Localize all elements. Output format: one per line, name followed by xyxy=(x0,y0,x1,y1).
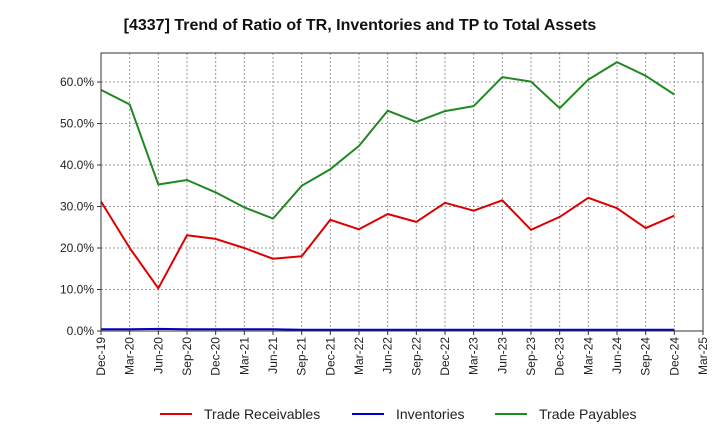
series-line-trade-receivables xyxy=(100,196,675,290)
x-tick-label: Jun-22 xyxy=(381,337,395,374)
y-tick-label: 60.0% xyxy=(60,75,94,89)
legend-label-inventories: Inventories xyxy=(396,406,464,422)
grid-layer xyxy=(101,53,703,331)
series-line-trade-payables xyxy=(100,61,675,220)
x-tick-label: Jun-20 xyxy=(151,337,165,374)
x-tick-label: Dec-19 xyxy=(94,337,108,376)
series-line-inventories xyxy=(101,327,675,331)
x-tick-label: Jun-23 xyxy=(495,337,509,374)
x-tick-label: Dec-22 xyxy=(438,337,452,376)
x-tick-label: Sep-24 xyxy=(639,337,653,376)
x-tick-label: Jun-24 xyxy=(610,337,624,374)
x-tick-label: Dec-21 xyxy=(323,337,337,376)
y-tick-label: 50.0% xyxy=(60,117,94,131)
y-tick-label: 0.0% xyxy=(67,324,95,338)
chart-title: [4337] Trend of Ratio of TR, Inventories… xyxy=(124,17,597,34)
y-tick-label: 20.0% xyxy=(60,241,94,255)
x-tick-label: Mar-21 xyxy=(237,337,251,375)
y-axis: 0.0% 10.0% 20.0% 30.0% 40.0% 50.0% 60.0% xyxy=(60,75,101,338)
x-tick-label: Sep-21 xyxy=(295,337,309,376)
x-axis: Dec-19 Mar-20 Jun-20 Sep-20 Dec-20 Mar-21 Jun-… xyxy=(94,331,710,376)
series-layer xyxy=(100,61,675,331)
y-tick-label: 40.0% xyxy=(60,158,94,172)
legend: Trade Receivables Inventories Trade Payabl… xyxy=(160,406,637,422)
legend-label-trade-payables: Trade Payables xyxy=(539,406,637,422)
x-tick-label: Dec-23 xyxy=(553,337,567,376)
x-tick-label: Mar-25 xyxy=(696,337,710,375)
legend-label-trade-receivables: Trade Receivables xyxy=(204,406,320,422)
x-tick-label: Sep-22 xyxy=(409,337,423,376)
x-tick-label: Dec-24 xyxy=(667,337,681,376)
y-tick-label: 10.0% xyxy=(60,283,94,297)
x-tick-label: Jun-21 xyxy=(266,337,280,374)
x-tick-label: Mar-22 xyxy=(352,337,366,375)
plot-frame xyxy=(100,52,704,332)
x-tick-label: Sep-23 xyxy=(524,337,538,376)
x-tick-label: Mar-24 xyxy=(581,337,595,375)
x-tick-label: Dec-20 xyxy=(209,337,223,376)
x-tick-label: Sep-20 xyxy=(180,337,194,376)
x-tick-label: Mar-20 xyxy=(123,337,137,375)
y-tick-label: 30.0% xyxy=(60,200,94,214)
x-tick-label: Mar-23 xyxy=(467,337,481,375)
